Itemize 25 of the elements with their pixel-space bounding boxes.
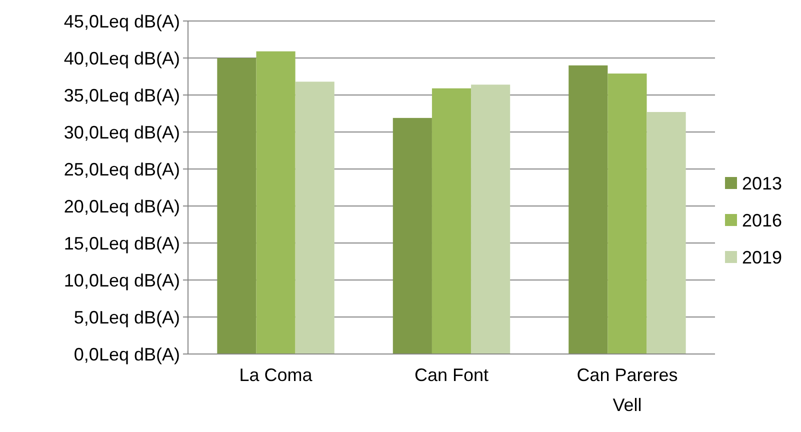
bar xyxy=(608,74,647,354)
y-tick-label: 20,0Leq dB(A) xyxy=(64,196,180,216)
x-tick-label: Can Font xyxy=(414,365,489,385)
y-tick-label: 40,0Leq dB(A) xyxy=(64,48,180,68)
y-tick-label: 15,0Leq dB(A) xyxy=(64,233,180,254)
legend-label: 2019 xyxy=(742,247,782,268)
y-tick-label: 25,0Leq dB(A) xyxy=(64,159,180,180)
x-tick-label: Can Pareres Vell xyxy=(576,365,678,415)
bar xyxy=(646,112,686,354)
y-tick-label: 45,0Leq dB(A) xyxy=(64,11,180,32)
bar xyxy=(256,51,296,354)
legend-label: 2013 xyxy=(742,173,782,194)
y-tick-label: 5,0Leq dB(A) xyxy=(74,307,180,328)
bar xyxy=(471,84,510,354)
y-tick-label: 0,0Leq dB(A) xyxy=(74,344,180,364)
x-tick-label: La Coma xyxy=(239,365,314,385)
bar xyxy=(432,88,472,354)
bar xyxy=(392,118,432,354)
legend-label: 2016 xyxy=(742,210,782,230)
bar xyxy=(217,58,256,354)
bar xyxy=(568,65,608,354)
bar xyxy=(295,82,334,354)
y-tick-label: 10,0Leq dB(A) xyxy=(64,270,180,290)
y-tick-label: 30,0Leq dB(A) xyxy=(64,122,180,142)
y-tick-label: 35,0Leq dB(A) xyxy=(64,85,180,106)
